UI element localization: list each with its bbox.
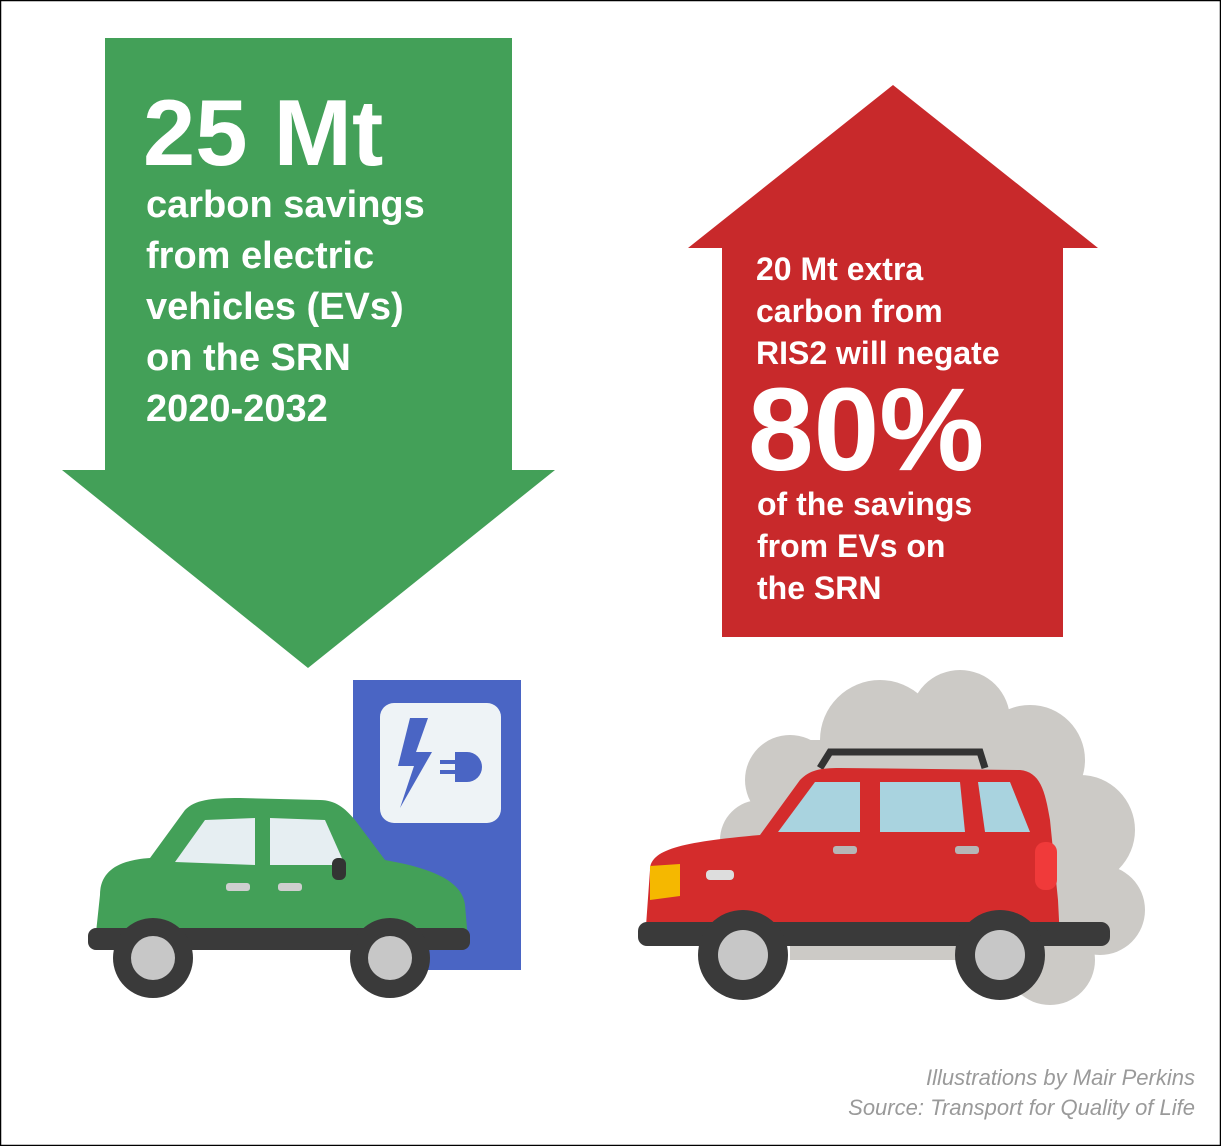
left-line: on the SRN: [146, 337, 351, 379]
right-headline: 80%: [748, 364, 984, 496]
left-line: from electric: [146, 235, 374, 277]
red-car: [638, 748, 1110, 1000]
red-arrow: [688, 85, 1098, 637]
right-line: carbon from: [756, 293, 943, 329]
right-text-after: of the savings from EVs on the SRN: [757, 486, 972, 606]
left-line: carbon savings: [146, 184, 425, 226]
right-line: 20 Mt extra: [756, 251, 923, 287]
left-line: vehicles (EVs): [146, 286, 404, 328]
right-line: of the savings: [757, 486, 972, 522]
credit-line: Illustrations by Mair Perkins: [926, 1065, 1195, 1090]
left-line: 2020-2032: [146, 388, 328, 430]
green-arrow: [62, 38, 555, 668]
right-line: RIS2 will negate: [756, 335, 1000, 371]
right-text-before: 20 Mt extra carbon from RIS2 will negate: [756, 251, 1000, 371]
left-text: carbon savings from electric vehicles (EVs…: [146, 184, 425, 430]
green-car: [88, 798, 470, 998]
left-headline: 25 Mt: [143, 80, 383, 185]
credit-line: Source: Transport for Quality of Life: [848, 1095, 1195, 1120]
right-line: the SRN: [757, 570, 881, 606]
right-line: from EVs on: [757, 528, 945, 564]
credits: Illustrations by Mair Perkins Source: Tra…: [848, 1065, 1195, 1120]
